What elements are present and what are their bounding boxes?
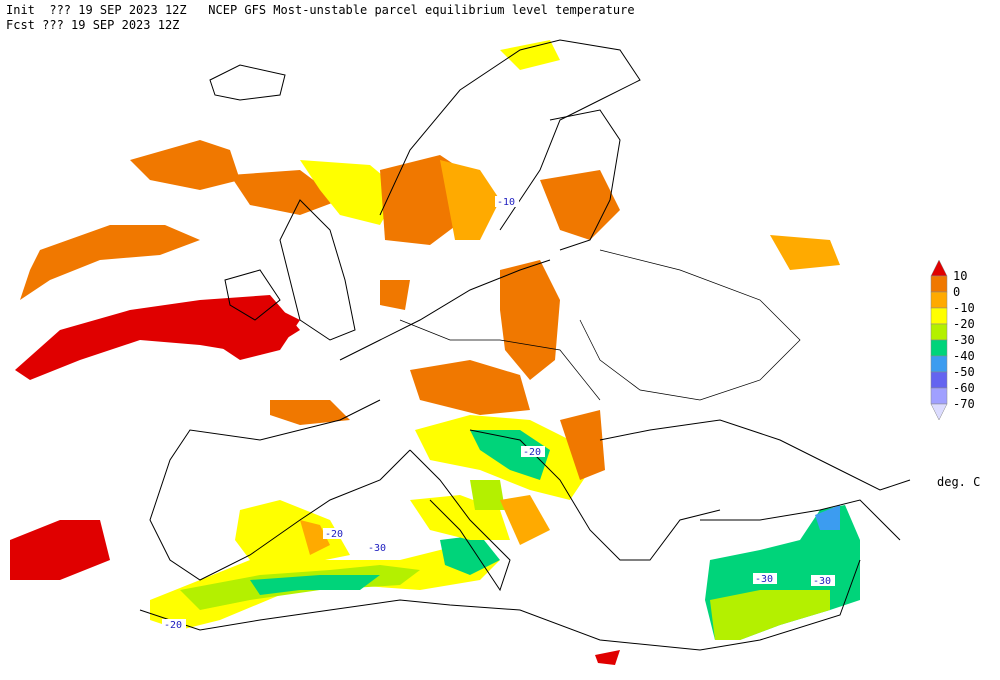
patch — [470, 480, 505, 510]
patch — [130, 140, 240, 190]
contour-label-bg — [521, 446, 545, 457]
contour-label: -30 — [368, 543, 386, 554]
contour-label: -20 — [325, 529, 343, 540]
contour-label: -30 — [813, 576, 831, 587]
coastline — [379, 39, 641, 231]
contour-label: -20 — [523, 447, 541, 458]
coastline — [279, 199, 356, 341]
header-line: Init ??? 19 SEP 2023 12Z NCEP GFS Most-u… — [6, 3, 635, 17]
patch — [20, 225, 200, 300]
patch — [300, 520, 330, 555]
legend-swatch — [930, 307, 948, 325]
contour-label-bg — [495, 196, 519, 207]
coastline — [339, 259, 551, 361]
legend-label: 10 — [953, 269, 967, 283]
legend-swatch — [930, 275, 948, 293]
legend-label: -60 — [953, 381, 975, 395]
patch — [440, 535, 500, 575]
border — [579, 249, 801, 401]
contour-label-bg — [162, 619, 186, 630]
legend-swatch — [930, 403, 948, 421]
patch — [595, 650, 620, 665]
legend-units: deg. C — [937, 475, 980, 489]
patch — [710, 590, 830, 640]
legend-swatch — [930, 259, 948, 277]
contour-label: -30 — [755, 574, 773, 585]
patch — [10, 520, 110, 580]
patch — [270, 400, 350, 425]
patch — [540, 170, 620, 240]
patch — [500, 260, 560, 380]
contour-label: -20 — [164, 620, 182, 631]
legend-swatch — [930, 387, 948, 405]
border — [399, 319, 601, 401]
patch — [770, 235, 840, 270]
header-line: Fcst ??? 19 SEP 2023 12Z — [6, 18, 179, 32]
coastline — [209, 64, 286, 101]
patch — [250, 575, 380, 595]
patch — [560, 410, 605, 480]
patch — [815, 505, 840, 530]
field-patches — [10, 40, 860, 665]
legend-label: -10 — [953, 301, 975, 315]
patch — [470, 430, 550, 480]
coastline — [409, 449, 511, 592]
contour-label-bg — [811, 575, 835, 586]
legend: 10 0 -10 -20 -30 -40 -50 -60 -70 — [930, 259, 975, 421]
patch — [205, 300, 300, 360]
legend-swatch — [930, 355, 948, 373]
coastline — [139, 559, 861, 651]
legend-swatch — [930, 323, 948, 341]
contour-label-bg — [323, 528, 347, 539]
patch — [500, 40, 560, 70]
legend-label: 0 — [953, 285, 960, 299]
contour-label: -10 — [497, 197, 515, 208]
legend-label: -20 — [953, 317, 975, 331]
legend-swatch — [930, 371, 948, 389]
coastline — [549, 109, 621, 251]
legend-label: -30 — [953, 333, 975, 347]
contour-label-bg — [753, 573, 777, 584]
contour-labels: -10 -20 -20 -30 -20 -30 -30 — [162, 196, 835, 631]
coastline — [599, 419, 911, 491]
patch — [230, 170, 340, 215]
patch — [300, 160, 400, 225]
coastlines — [139, 39, 911, 651]
legend-label: -70 — [953, 397, 975, 411]
legend-swatch — [930, 339, 948, 357]
coastline — [700, 499, 901, 541]
patch — [410, 360, 530, 415]
legend-label: -50 — [953, 365, 975, 379]
legend-swatch — [930, 291, 948, 309]
patch — [440, 160, 500, 240]
patch — [500, 495, 550, 545]
coastline — [224, 269, 281, 321]
contour-label-bg — [366, 542, 390, 553]
legend-label: -40 — [953, 349, 975, 363]
coastline — [149, 399, 411, 581]
patch — [380, 280, 410, 310]
